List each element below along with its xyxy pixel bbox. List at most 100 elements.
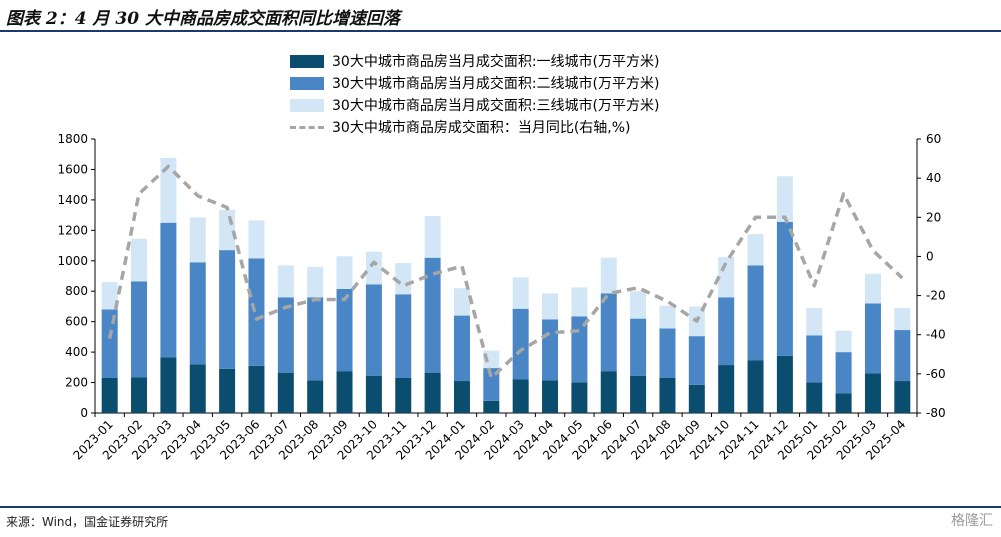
bar-tier2 <box>894 330 911 382</box>
right-tick-label: 40 <box>926 171 941 185</box>
bar-tier3 <box>248 220 265 259</box>
bar-tier2 <box>718 297 735 366</box>
bar-tier3 <box>542 293 559 320</box>
bar-tier2 <box>806 335 823 383</box>
bar-tier3 <box>336 256 353 289</box>
left-tick-label: 1400 <box>57 193 88 207</box>
bar-tier2 <box>101 309 118 378</box>
bar-tier2 <box>571 316 588 383</box>
bar-tier2 <box>747 265 764 361</box>
bar-tier1 <box>219 368 236 413</box>
bar-tier1 <box>571 382 588 413</box>
bar-tier1 <box>542 380 559 413</box>
bar-tier1 <box>453 381 470 413</box>
bar-tier1 <box>688 384 705 413</box>
legend-item-tier3: 30大中城市商品房当月成交面积:三线城市(万平方米) <box>290 94 659 116</box>
bar-tier3 <box>630 291 647 319</box>
bar-tier3 <box>395 263 412 295</box>
bar-tier3 <box>131 238 148 282</box>
bar-tier2 <box>277 297 294 373</box>
bar-tier2 <box>395 294 412 378</box>
bar-tier1 <box>894 381 911 413</box>
bar-tier3 <box>219 209 236 251</box>
bar-tier1 <box>160 357 177 413</box>
bar-tier2 <box>189 262 206 365</box>
bar-tier3 <box>512 277 529 309</box>
bar-tier1 <box>512 379 529 413</box>
bar-tier3 <box>453 288 470 316</box>
bar-tier1 <box>483 400 500 413</box>
right-tick-label: -60 <box>926 367 946 381</box>
chart-title: 图表 2：4 月 30 大中商品房成交面积同比增速回落 <box>6 9 400 29</box>
bar-tier3 <box>600 257 617 294</box>
left-tick-label: 0 <box>80 406 88 420</box>
legend-label-yoy: 30大中城市商品房成交面积：当月同比(右轴,%) <box>332 120 631 136</box>
bar-tier3 <box>659 305 676 329</box>
right-tick-label: 20 <box>926 210 941 224</box>
bars <box>101 158 911 413</box>
bar-tier1 <box>776 355 793 413</box>
bar-tier2 <box>365 284 382 376</box>
bar-tier3 <box>307 266 324 298</box>
bar-tier1 <box>600 371 617 413</box>
bar-tier3 <box>806 307 823 336</box>
bar-tier3 <box>483 350 500 369</box>
bar-tier2 <box>483 368 500 401</box>
bar-tier2 <box>248 258 265 366</box>
yoy-line-group <box>107 164 904 380</box>
bar-tier2 <box>542 319 559 381</box>
right-tick-label: 60 <box>926 132 941 146</box>
bar-tier2 <box>659 328 676 378</box>
legend-label-tier1: 30大中城市商品房当月成交面积:一线城市(万平方米) <box>332 54 660 70</box>
left-tick-label: 1200 <box>57 223 88 237</box>
bar-tier2 <box>688 336 705 385</box>
bar-tier1 <box>630 375 647 413</box>
legend-item-yoy: 30大中城市商品房成交面积：当月同比(右轴,%) <box>290 116 659 138</box>
source-note: 来源：Wind，国金证券研究所 <box>6 515 169 529</box>
bar-tier2 <box>630 318 647 376</box>
bar-tier2 <box>864 303 881 374</box>
bar-tier1 <box>835 393 852 413</box>
bar-tier1 <box>307 380 324 413</box>
bar-tier2 <box>424 257 441 373</box>
bar-tier2 <box>600 293 617 372</box>
legend-label-tier2: 30大中城市商品房当月成交面积:二线城市(万平方米) <box>332 76 660 92</box>
bar-tier1 <box>131 377 148 413</box>
bar-tier2 <box>336 288 353 372</box>
legend: 30大中城市商品房当月成交面积:一线城市(万平方米) 30大中城市商品房当月成交… <box>290 50 659 138</box>
bar-tier1 <box>747 360 764 413</box>
left-tick-label: 1800 <box>57 132 88 146</box>
legend-swatch-tier1 <box>290 54 324 68</box>
bar-tier1 <box>248 365 265 413</box>
top-rule <box>0 30 1001 32</box>
left-tick-label: 400 <box>65 345 88 359</box>
bar-tier3 <box>160 158 177 223</box>
bar-tier1 <box>659 377 676 413</box>
right-tick-label: -80 <box>926 406 946 420</box>
bar-tier2 <box>453 315 470 382</box>
left-tick-label: 1000 <box>57 254 88 268</box>
watermark-logo: 格隆汇 <box>951 513 993 529</box>
legend-item-tier1: 30大中城市商品房当月成交面积:一线城市(万平方米) <box>290 50 659 72</box>
bar-tier2 <box>219 250 236 369</box>
legend-item-tier2: 30大中城市商品房当月成交面积:二线城市(万平方米) <box>290 72 659 94</box>
legend-swatch-tier3 <box>290 98 324 112</box>
bar-tier2 <box>776 221 793 356</box>
bar-tier1 <box>336 371 353 413</box>
left-tick-label: 1600 <box>57 162 88 176</box>
bar-tier1 <box>365 375 382 413</box>
bar-tier3 <box>189 217 206 263</box>
left-tick-label: 200 <box>65 376 88 390</box>
yoy-line <box>107 164 904 380</box>
right-tick-label: -20 <box>926 289 946 303</box>
bar-tier3 <box>864 273 881 304</box>
bar-tier3 <box>571 287 588 317</box>
bar-tier2 <box>131 281 148 378</box>
bar-tier2 <box>160 222 177 358</box>
bar-tier1 <box>395 377 412 413</box>
bar-tier3 <box>894 307 911 331</box>
legend-label-tier3: 30大中城市商品房当月成交面积:三线城市(万平方米) <box>332 98 660 114</box>
bar-tier2 <box>512 308 529 380</box>
right-tick-label: -40 <box>926 328 946 342</box>
